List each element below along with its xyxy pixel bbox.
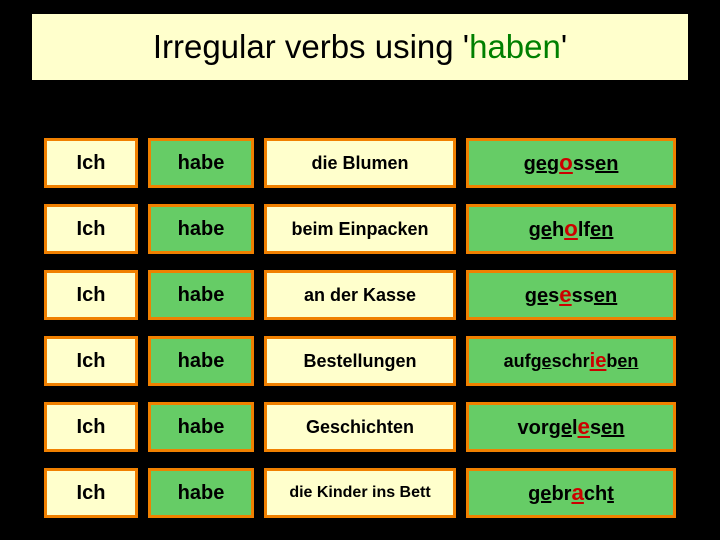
pp-ending: en: [617, 351, 638, 371]
pp-ending: en: [594, 285, 617, 307]
slide-title: Irregular verbs using 'haben': [32, 14, 688, 80]
pp-stem1: s: [548, 285, 559, 307]
subject-cell: Ich: [44, 138, 138, 188]
pp-vowel: e: [578, 414, 590, 439]
pp-stem2: b: [606, 351, 617, 371]
object-cell: beim Einpacken: [264, 204, 456, 254]
subject-cell: Ich: [44, 468, 138, 518]
subject-cell: Ich: [44, 336, 138, 386]
participle-cell: gesessen: [466, 270, 676, 320]
subject-cell: Ich: [44, 204, 138, 254]
pp-vowel: a: [571, 480, 583, 505]
table-row: Ich habe an der Kasse gesessen: [44, 270, 676, 320]
pp-ge: ge: [524, 153, 547, 175]
subject-cell: Ich: [44, 270, 138, 320]
pp-stem2: ss: [573, 153, 595, 175]
object-cell: an der Kasse: [264, 270, 456, 320]
object-cell: Bestellungen: [264, 336, 456, 386]
table-row: Ich habe beim Einpacken geholfen: [44, 204, 676, 254]
aux-cell: habe: [148, 138, 254, 188]
aux-cell: habe: [148, 336, 254, 386]
pp-ending: en: [595, 153, 618, 175]
object-cell: Geschichten: [264, 402, 456, 452]
table-row: Ich habe Bestellungen aufgeschrieben: [44, 336, 676, 386]
title-pre: Irregular verbs using ': [153, 28, 469, 65]
pp-ge: ge: [525, 285, 548, 307]
participle-cell: gebracht: [466, 468, 676, 518]
participle-cell: gegossen: [466, 138, 676, 188]
pp-vowel: o: [564, 216, 578, 241]
aux-cell: habe: [148, 204, 254, 254]
pp-ending: en: [601, 417, 624, 439]
pp-stem2: ss: [572, 285, 594, 307]
pp-stem2: lf: [578, 219, 590, 241]
title-highlight: haben: [469, 28, 561, 65]
pp-stem1: br: [551, 483, 571, 505]
verb-table: Ich habe die Blumen gegossen Ich habe be…: [44, 138, 676, 534]
pp-stem2: ch: [584, 483, 607, 505]
pp-prefix: vor: [518, 417, 549, 439]
aux-cell: habe: [148, 402, 254, 452]
aux-cell: habe: [148, 270, 254, 320]
pp-ending: t: [607, 483, 614, 505]
pp-vowel: o: [559, 150, 573, 175]
table-row: Ich habe die Kinder ins Bett gebracht: [44, 468, 676, 518]
pp-ge: ge: [549, 417, 572, 439]
object-cell: die Kinder ins Bett: [264, 468, 456, 518]
pp-ge: ge: [529, 219, 552, 241]
pp-prefix: auf: [504, 351, 531, 371]
aux-cell: habe: [148, 468, 254, 518]
pp-stem1: h: [552, 219, 564, 241]
pp-stem1: g: [547, 153, 559, 175]
participle-cell: vorgelesen: [466, 402, 676, 452]
pp-vowel: e: [559, 282, 571, 307]
pp-ge: ge: [531, 351, 552, 371]
pp-stem1: schr: [552, 351, 590, 371]
pp-ending: en: [590, 219, 613, 241]
subject-cell: Ich: [44, 402, 138, 452]
table-row: Ich habe Geschichten vorgelesen: [44, 402, 676, 452]
participle-cell: aufgeschrieben: [466, 336, 676, 386]
pp-stem2: s: [590, 417, 601, 439]
participle-cell: geholfen: [466, 204, 676, 254]
title-post: ': [561, 28, 567, 65]
pp-ge: ge: [528, 483, 551, 505]
pp-vowel: ie: [590, 350, 607, 372]
object-cell: die Blumen: [264, 138, 456, 188]
table-row: Ich habe die Blumen gegossen: [44, 138, 676, 188]
